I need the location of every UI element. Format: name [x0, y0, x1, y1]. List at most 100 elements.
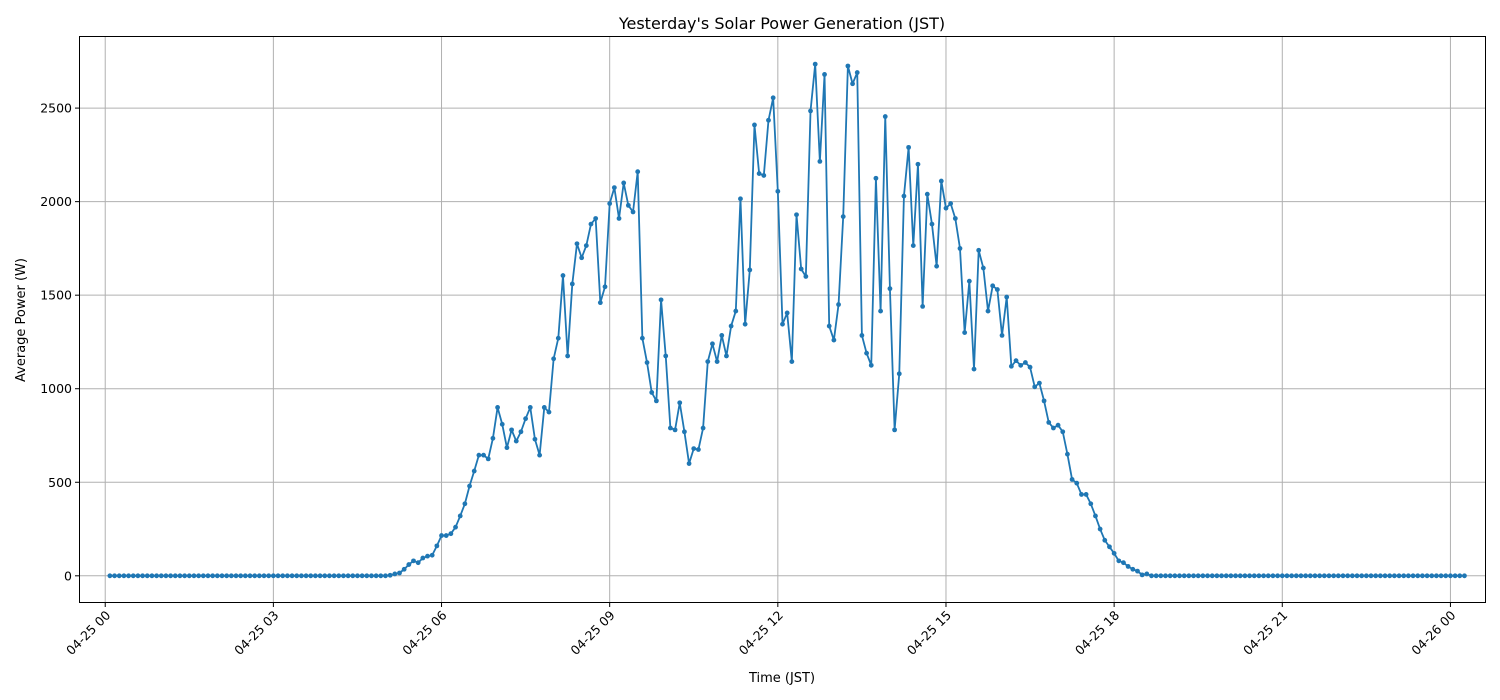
- data-point: [579, 255, 585, 261]
- data-point: [359, 573, 365, 579]
- data-point: [611, 185, 617, 191]
- data-point: [270, 573, 276, 579]
- data-point: [1289, 573, 1295, 579]
- data-point: [1195, 573, 1201, 579]
- data-point: [546, 409, 552, 415]
- y-tick-label: 2500: [40, 101, 72, 116]
- data-point: [1102, 537, 1108, 543]
- data-point: [1251, 573, 1257, 579]
- data-point: [1284, 573, 1290, 579]
- data-point: [1396, 573, 1402, 579]
- data-point: [1214, 573, 1220, 579]
- data-point: [172, 573, 178, 579]
- data-point: [219, 573, 225, 579]
- data-point: [1051, 425, 1056, 431]
- data-point: [313, 573, 318, 579]
- series-line: [109, 63, 1465, 577]
- data-point: [228, 573, 234, 579]
- data-point: [1312, 573, 1318, 579]
- data-point: [341, 573, 346, 579]
- data-point: [1004, 294, 1010, 300]
- data-point: [1125, 564, 1131, 569]
- data-point: [303, 573, 309, 579]
- data-point: [616, 216, 622, 221]
- data-point: [397, 570, 402, 576]
- data-point: [770, 95, 776, 101]
- data-point: [1209, 573, 1215, 579]
- data-point: [1065, 451, 1070, 457]
- data-point: [668, 425, 673, 431]
- data-point: [1032, 384, 1038, 390]
- data-point: [406, 562, 412, 567]
- data-point: [635, 169, 641, 175]
- data-point: [448, 531, 454, 537]
- data-point: [336, 573, 342, 579]
- data-point: [429, 552, 435, 558]
- data-point: [1363, 573, 1369, 579]
- data-point: [541, 405, 547, 410]
- data-point: [588, 221, 594, 227]
- data-point: [1223, 573, 1229, 579]
- data-point: [495, 405, 500, 410]
- data-point: [261, 573, 267, 579]
- data-point: [1200, 573, 1206, 579]
- data-point: [1022, 360, 1028, 365]
- data-point: [808, 108, 813, 114]
- data-point: [1247, 573, 1252, 579]
- data-point: [434, 543, 440, 549]
- data-point: [476, 452, 482, 458]
- data-point: [364, 573, 370, 579]
- data-point: [794, 212, 799, 218]
- data-point: [327, 573, 332, 579]
- data-point: [177, 573, 183, 579]
- data-point: [836, 302, 841, 307]
- data-point: [485, 456, 491, 462]
- data-point: [1368, 573, 1374, 579]
- data-point: [653, 398, 659, 404]
- data-point: [121, 573, 127, 579]
- data-point: [971, 366, 977, 372]
- data-point: [1275, 573, 1281, 579]
- data-point: [597, 300, 603, 306]
- data-point: [509, 427, 514, 433]
- data-point: [924, 191, 930, 197]
- data-point: [873, 175, 879, 181]
- data-point: [532, 436, 538, 442]
- data-point: [602, 284, 608, 290]
- data-point: [200, 573, 206, 579]
- data-point: [976, 247, 982, 253]
- data-point: [1219, 573, 1224, 579]
- y-tick-label: 1000: [40, 381, 72, 396]
- series-layer: [107, 61, 1467, 579]
- data-point: [985, 308, 991, 314]
- x-tick-label: 04-25 09: [567, 607, 617, 657]
- data-point: [555, 335, 561, 341]
- data-point: [583, 243, 589, 249]
- data-point: [1429, 573, 1435, 579]
- data-point: [401, 566, 407, 572]
- x-tick-label: 04-25 21: [1240, 608, 1290, 658]
- y-tick-label: 1500: [40, 288, 72, 303]
- y-tick-label: 2000: [40, 194, 72, 209]
- data-point: [1410, 573, 1416, 579]
- data-point: [896, 371, 902, 377]
- data-point: [747, 267, 753, 273]
- data-point: [1256, 573, 1262, 579]
- data-point: [663, 353, 669, 359]
- data-point: [345, 573, 351, 579]
- data-point: [1079, 492, 1084, 497]
- data-point: [481, 452, 486, 458]
- data-point: [1233, 573, 1238, 579]
- data-point: [887, 286, 893, 292]
- data-point: [565, 353, 571, 359]
- data-point: [280, 573, 286, 579]
- data-point: [1018, 362, 1024, 368]
- data-point: [1177, 573, 1182, 579]
- data-point: [728, 323, 734, 329]
- data-point: [682, 429, 687, 435]
- data-point: [948, 201, 954, 206]
- data-point: [752, 122, 757, 128]
- data-point: [920, 304, 926, 309]
- data-point: [373, 573, 379, 579]
- data-point: [817, 159, 823, 164]
